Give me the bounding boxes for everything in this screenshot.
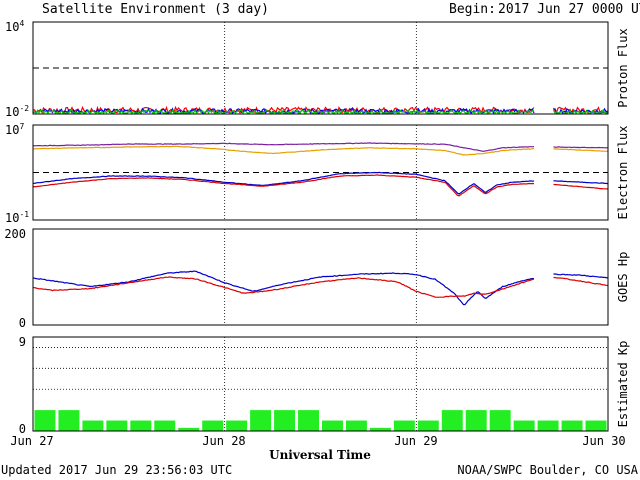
chart-title: Satellite Environment (3 day) <box>42 2 269 17</box>
series-line-electron-0 <box>32 142 608 152</box>
y-tick-top-electron-exp: 7 <box>19 122 24 131</box>
y-tick-top-kp: 9 <box>19 335 26 349</box>
begin-date: 2017 Jun 27 0000 UTC <box>498 2 640 17</box>
x-tick-jun28: Jun 28 <box>202 434 245 448</box>
y-tick-bottom-hp: 0 <box>19 316 26 330</box>
y-tick-bottom-electron: 10-1 <box>5 210 29 225</box>
series-line-hp-0 <box>32 270 608 306</box>
kp-bar-6 <box>178 427 200 431</box>
kp-bar-9 <box>250 410 272 431</box>
kp-bar-14 <box>369 427 391 431</box>
y-tick-bottom-proton-exp: -2 <box>19 104 29 113</box>
x-axis-label: Universal Time <box>269 448 371 462</box>
y-axis-label-kp: Estimated Kp <box>616 341 630 428</box>
y-axis-label-proton: Proton Flux <box>616 28 630 107</box>
series-line-electron-3 <box>32 174 608 197</box>
panel-proton: 104 10-2 Proton Flux <box>5 19 630 119</box>
kp-bar-20 <box>513 420 535 431</box>
series-line-electron-2 <box>32 171 608 195</box>
panel-kp: 9 0 Estimated Kp <box>19 335 630 436</box>
kp-bar-1 <box>58 410 80 431</box>
panel-frame-electron <box>32 124 609 221</box>
kp-bar-17 <box>441 410 463 431</box>
kp-bar-19 <box>489 410 511 431</box>
kp-bar-2 <box>82 420 104 431</box>
panel-frame-proton <box>32 21 609 115</box>
kp-bar-7 <box>202 420 224 431</box>
y-tick-bottom-kp: 0 <box>19 422 26 436</box>
y-tick-top-electron: 107 <box>5 122 24 137</box>
panel-frame-kp <box>32 336 609 432</box>
footer-updated: Updated 2017 Jun 29 23:56:03 UTC <box>1 463 232 477</box>
series-line-electron-1 <box>33 145 608 156</box>
y-tick-top-proton: 104 <box>5 19 24 34</box>
y-tick-bottom-proton: 10-2 <box>5 104 29 119</box>
series-line-proton-2 <box>32 109 608 115</box>
footer-credit: NOAA/SWPC Boulder, CO USA <box>457 463 638 477</box>
kp-bar-18 <box>465 410 487 431</box>
panel-frame-hp <box>32 228 609 326</box>
x-tick-jun30: Jun 30 <box>582 434 625 448</box>
panel-electron: 107 10-1 Electron Flux <box>5 122 630 225</box>
kp-bar-23 <box>585 420 607 431</box>
kp-bar-21 <box>537 420 559 431</box>
panel-hp: 200 0 GOES Hp <box>4 227 630 330</box>
kp-bar-16 <box>417 420 439 431</box>
x-tick-jun27: Jun 27 <box>10 434 53 448</box>
y-axis-label-electron: Electron Flux <box>616 126 630 220</box>
kp-bar-10 <box>274 410 296 431</box>
kp-bar-15 <box>393 420 415 431</box>
y-axis-label-hp: GOES Hp <box>616 252 630 303</box>
y-tick-bottom-electron-exp: -1 <box>19 210 29 219</box>
y-tick-top-hp: 200 <box>4 227 26 241</box>
kp-bar-8 <box>226 420 248 431</box>
kp-bar-13 <box>345 420 367 431</box>
kp-bar-4 <box>130 420 152 431</box>
begin-label: Begin: <box>449 2 496 17</box>
kp-bar-22 <box>561 420 583 431</box>
series-line-hp-1 <box>32 276 608 298</box>
kp-bar-11 <box>298 410 319 431</box>
kp-bar-3 <box>106 420 128 431</box>
y-tick-top-proton-exp: 4 <box>19 19 24 28</box>
kp-bar-12 <box>322 420 343 431</box>
kp-bar-5 <box>154 420 176 431</box>
panels-layer: 104 10-2 Proton Flux 107 10-1 Electron Flux 20… <box>4 19 630 436</box>
kp-bar-0 <box>34 410 56 431</box>
x-tick-jun29: Jun 29 <box>394 434 437 448</box>
